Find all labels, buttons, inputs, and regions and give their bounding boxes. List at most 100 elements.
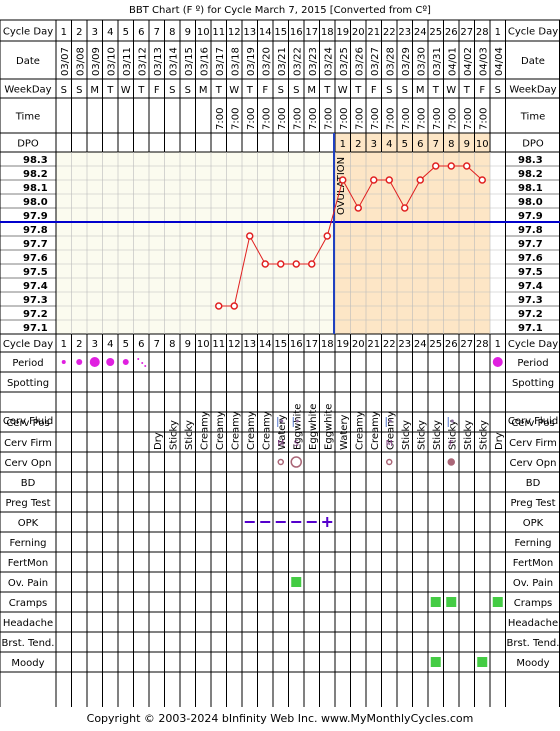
y-tick-label-right: 97.5: [518, 267, 543, 278]
date-value: 03/12: [137, 47, 148, 76]
row-label-left: Cramps: [9, 598, 48, 609]
date-value: 03/25: [339, 47, 350, 76]
date-value: 03/21: [277, 47, 288, 76]
cramps-marker: [430, 597, 441, 607]
temperature-point: [401, 204, 409, 212]
time-value: 7:00: [370, 108, 381, 130]
weekday-value: M: [199, 85, 208, 96]
row-label-left: OPK: [18, 518, 39, 529]
cycle-day-number: 4: [107, 27, 113, 38]
cerv-fluid-value: Sticky: [184, 420, 195, 450]
y-tick-label-left: 97.9: [23, 211, 48, 222]
time-value: 7:00: [246, 108, 257, 130]
y-tick-label-right: 97.3: [518, 295, 543, 306]
cerv-fluid-value: Eggwhite: [323, 404, 334, 450]
dpo-value: 1: [340, 139, 346, 150]
time-value: 7:00: [478, 108, 489, 130]
time-value: 7:00: [385, 108, 396, 130]
weekday-value: M: [307, 85, 316, 96]
cycle-day-number: 18: [321, 27, 334, 38]
date-value: 03/23: [308, 47, 319, 76]
row-label-right: Cerv Firm: [509, 438, 557, 449]
temperature-point: [385, 176, 393, 184]
cycle-day-number: 15: [274, 27, 287, 38]
row-label-left: Preg Test: [5, 498, 50, 509]
y-tick-label-right: 97.7: [518, 239, 543, 250]
row-label-left: BD: [21, 478, 36, 489]
row-label-right: BD: [526, 478, 541, 489]
cycle-day-number: 7: [154, 27, 160, 38]
date-value: 03/29: [401, 47, 412, 76]
cycle-day-number: 1: [61, 339, 67, 350]
temperature-point: [215, 302, 223, 310]
time-label: Time: [520, 112, 545, 123]
cycle-day-number: 24: [414, 27, 427, 38]
temperature-point: [308, 260, 316, 268]
row-label-left: Spotting: [7, 378, 49, 389]
row-label-right: Cerv Opn: [510, 458, 557, 469]
weekday-value: T: [137, 85, 145, 96]
weekday-value: F: [154, 85, 160, 96]
time-value: 7:00: [277, 108, 288, 130]
weekday-value: T: [215, 85, 223, 96]
weekday-value: M: [416, 85, 425, 96]
cycle-day-number: 12: [228, 27, 241, 38]
weekday-value: W: [338, 85, 348, 96]
cycle-day-number: 23: [398, 27, 411, 38]
y-tick-label-left: 98.2: [23, 169, 48, 180]
row-label-left: Moody: [11, 658, 44, 669]
cycle-day-number: 15: [274, 339, 287, 350]
cerv-opening-marker: [290, 456, 302, 468]
weekday-value: S: [495, 85, 501, 96]
date-value: 03/07: [60, 47, 71, 76]
cerv-fluid-value: Sticky: [463, 420, 474, 450]
cycle-day-number: 20: [352, 339, 365, 350]
y-tick-label-right: 97.9: [518, 211, 543, 222]
date-label: Date: [16, 56, 40, 67]
weekday-value: S: [61, 85, 67, 96]
cerv-pos-marker: [388, 419, 392, 423]
y-tick-label-left: 97.8: [23, 225, 48, 236]
y-tick-label-left: 97.3: [23, 295, 48, 306]
y-tick-label-right: 97.2: [518, 309, 543, 320]
y-tick-label-right: 97.1: [518, 323, 543, 334]
dpo-value: 10: [476, 139, 489, 150]
cerv-fluid-value: Sticky: [447, 420, 458, 450]
date-label: Date: [521, 56, 545, 67]
date-value: 04/03: [478, 47, 489, 76]
cerv-fluid-value: Sticky: [432, 420, 443, 450]
y-tick-label-left: 98.0: [23, 197, 48, 208]
time-value: 7:00: [463, 108, 474, 130]
weekday-value: T: [246, 85, 254, 96]
cycle-day-label: Cycle Day: [508, 27, 558, 38]
cycle-day-number: 27: [460, 339, 473, 350]
cerv-fluid-value: Dry: [153, 432, 164, 450]
row-label-left: FertMon: [8, 558, 48, 569]
cycle-day-number: 27: [460, 27, 473, 38]
time-value: 7:00: [432, 108, 443, 130]
time-value: 7:00: [354, 108, 365, 130]
cycle-day-number: 9: [185, 27, 191, 38]
cerv-fluid-value: Sticky: [401, 420, 412, 450]
dpo-label: DPO: [17, 139, 39, 150]
dpo-label: DPO: [522, 139, 544, 150]
temperature-point: [339, 176, 347, 184]
cycle-day-number: 1: [495, 339, 501, 350]
weekday-value: F: [479, 85, 485, 96]
row-label-right: Ov. Pain: [513, 578, 553, 589]
cycle-day-number: 19: [336, 339, 349, 350]
date-value: 03/22: [292, 47, 303, 76]
cycle-day-number: 7: [154, 339, 160, 350]
weekday-label: WeekDay: [509, 85, 556, 96]
cycle-day-number: 10: [197, 339, 210, 350]
time-value: 7:00: [323, 108, 334, 130]
date-value: 03/17: [215, 47, 226, 76]
date-value: 03/19: [246, 47, 257, 76]
y-tick-label-right: 98.3: [518, 155, 543, 166]
y-tick-label-left: 97.6: [23, 253, 48, 264]
cycle-day-number: 8: [169, 339, 175, 350]
date-value: 04/04: [494, 47, 505, 76]
date-value: 03/30: [416, 47, 427, 76]
temperature-point: [323, 232, 331, 240]
